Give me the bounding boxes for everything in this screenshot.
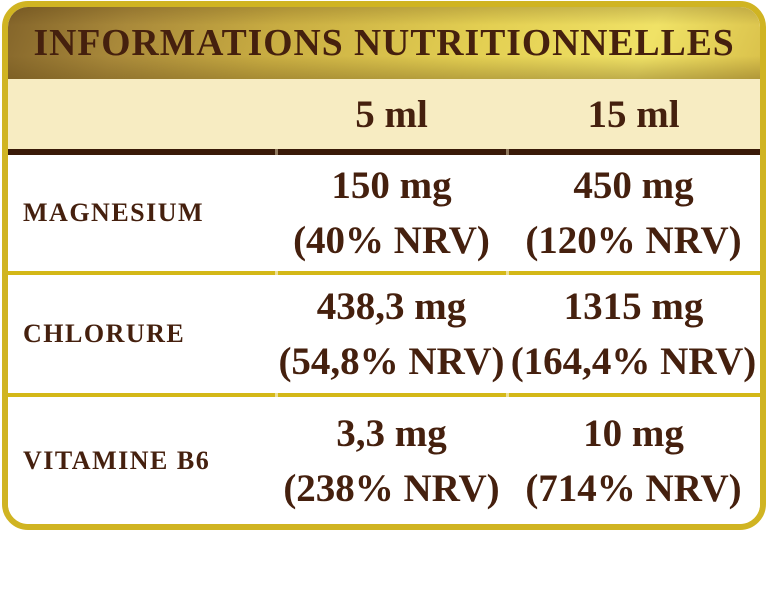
column-divider-notch xyxy=(506,393,509,397)
column-divider-notch xyxy=(275,149,278,155)
value-cell-15ml: 10 mg (714% NRV) xyxy=(507,397,760,524)
value-cell-15ml: 1315 mg (164,4% NRV) xyxy=(507,275,760,393)
nrv-value: (40% NRV) xyxy=(293,219,490,262)
nrv-value: (714% NRV) xyxy=(525,466,742,510)
column-divider-notch xyxy=(275,271,278,275)
column-divider-notch xyxy=(275,393,278,397)
label-header-band: INFORMATIONS NUTRITIONNELLES xyxy=(8,7,760,79)
amount-value: 1315 mg xyxy=(563,285,704,328)
nrv-value: (54,8% NRV) xyxy=(278,340,505,383)
amount-value: 438,3 mg xyxy=(316,285,467,328)
amount-value: 3,3 mg xyxy=(336,411,447,455)
header-divider-rule xyxy=(8,149,760,155)
value-cell-15ml: 450 mg (120% NRV) xyxy=(507,155,760,271)
table-row-magnesium: MAGNESIUM 150 mg (40% NRV) 450 mg (120% … xyxy=(8,155,760,271)
value-cell-5ml: 150 mg (40% NRV) xyxy=(276,155,507,271)
amount-value: 150 mg xyxy=(331,164,452,207)
amount-value: 10 mg xyxy=(583,411,684,455)
column-divider-notch xyxy=(506,271,509,275)
nutrient-name: CHLORURE xyxy=(23,319,186,348)
serving-column-5ml: 5 ml xyxy=(355,92,428,136)
nrv-value: (164,4% NRV) xyxy=(510,340,757,383)
column-divider-notch xyxy=(506,149,509,155)
label-title: INFORMATIONS NUTRITIONNELLES xyxy=(33,22,735,64)
nutrient-name: MAGNESIUM xyxy=(23,198,205,227)
value-cell-5ml: 438,3 mg (54,8% NRV) xyxy=(276,275,507,393)
table-row-chlorure: CHLORURE 438,3 mg (54,8% NRV) 1315 mg (1… xyxy=(8,275,760,393)
serving-column-15ml: 15 ml xyxy=(587,92,680,136)
nrv-value: (238% NRV) xyxy=(283,466,500,510)
nutrient-name: VITAMINE B6 xyxy=(23,445,211,475)
row-divider-rule xyxy=(8,393,760,397)
value-cell-5ml: 3,3 mg (238% NRV) xyxy=(276,397,507,524)
table-row-vitamine-b6: VITAMINE B6 3,3 mg (238% NRV) 10 mg (714… xyxy=(8,397,760,524)
nutrition-label-card: INFORMATIONS NUTRITIONNELLES 5 ml 15 ml … xyxy=(2,1,766,530)
nrv-value: (120% NRV) xyxy=(525,219,742,262)
amount-value: 450 mg xyxy=(573,164,694,207)
serving-size-header-row: 5 ml 15 ml xyxy=(8,79,760,149)
row-divider-rule xyxy=(8,271,760,275)
